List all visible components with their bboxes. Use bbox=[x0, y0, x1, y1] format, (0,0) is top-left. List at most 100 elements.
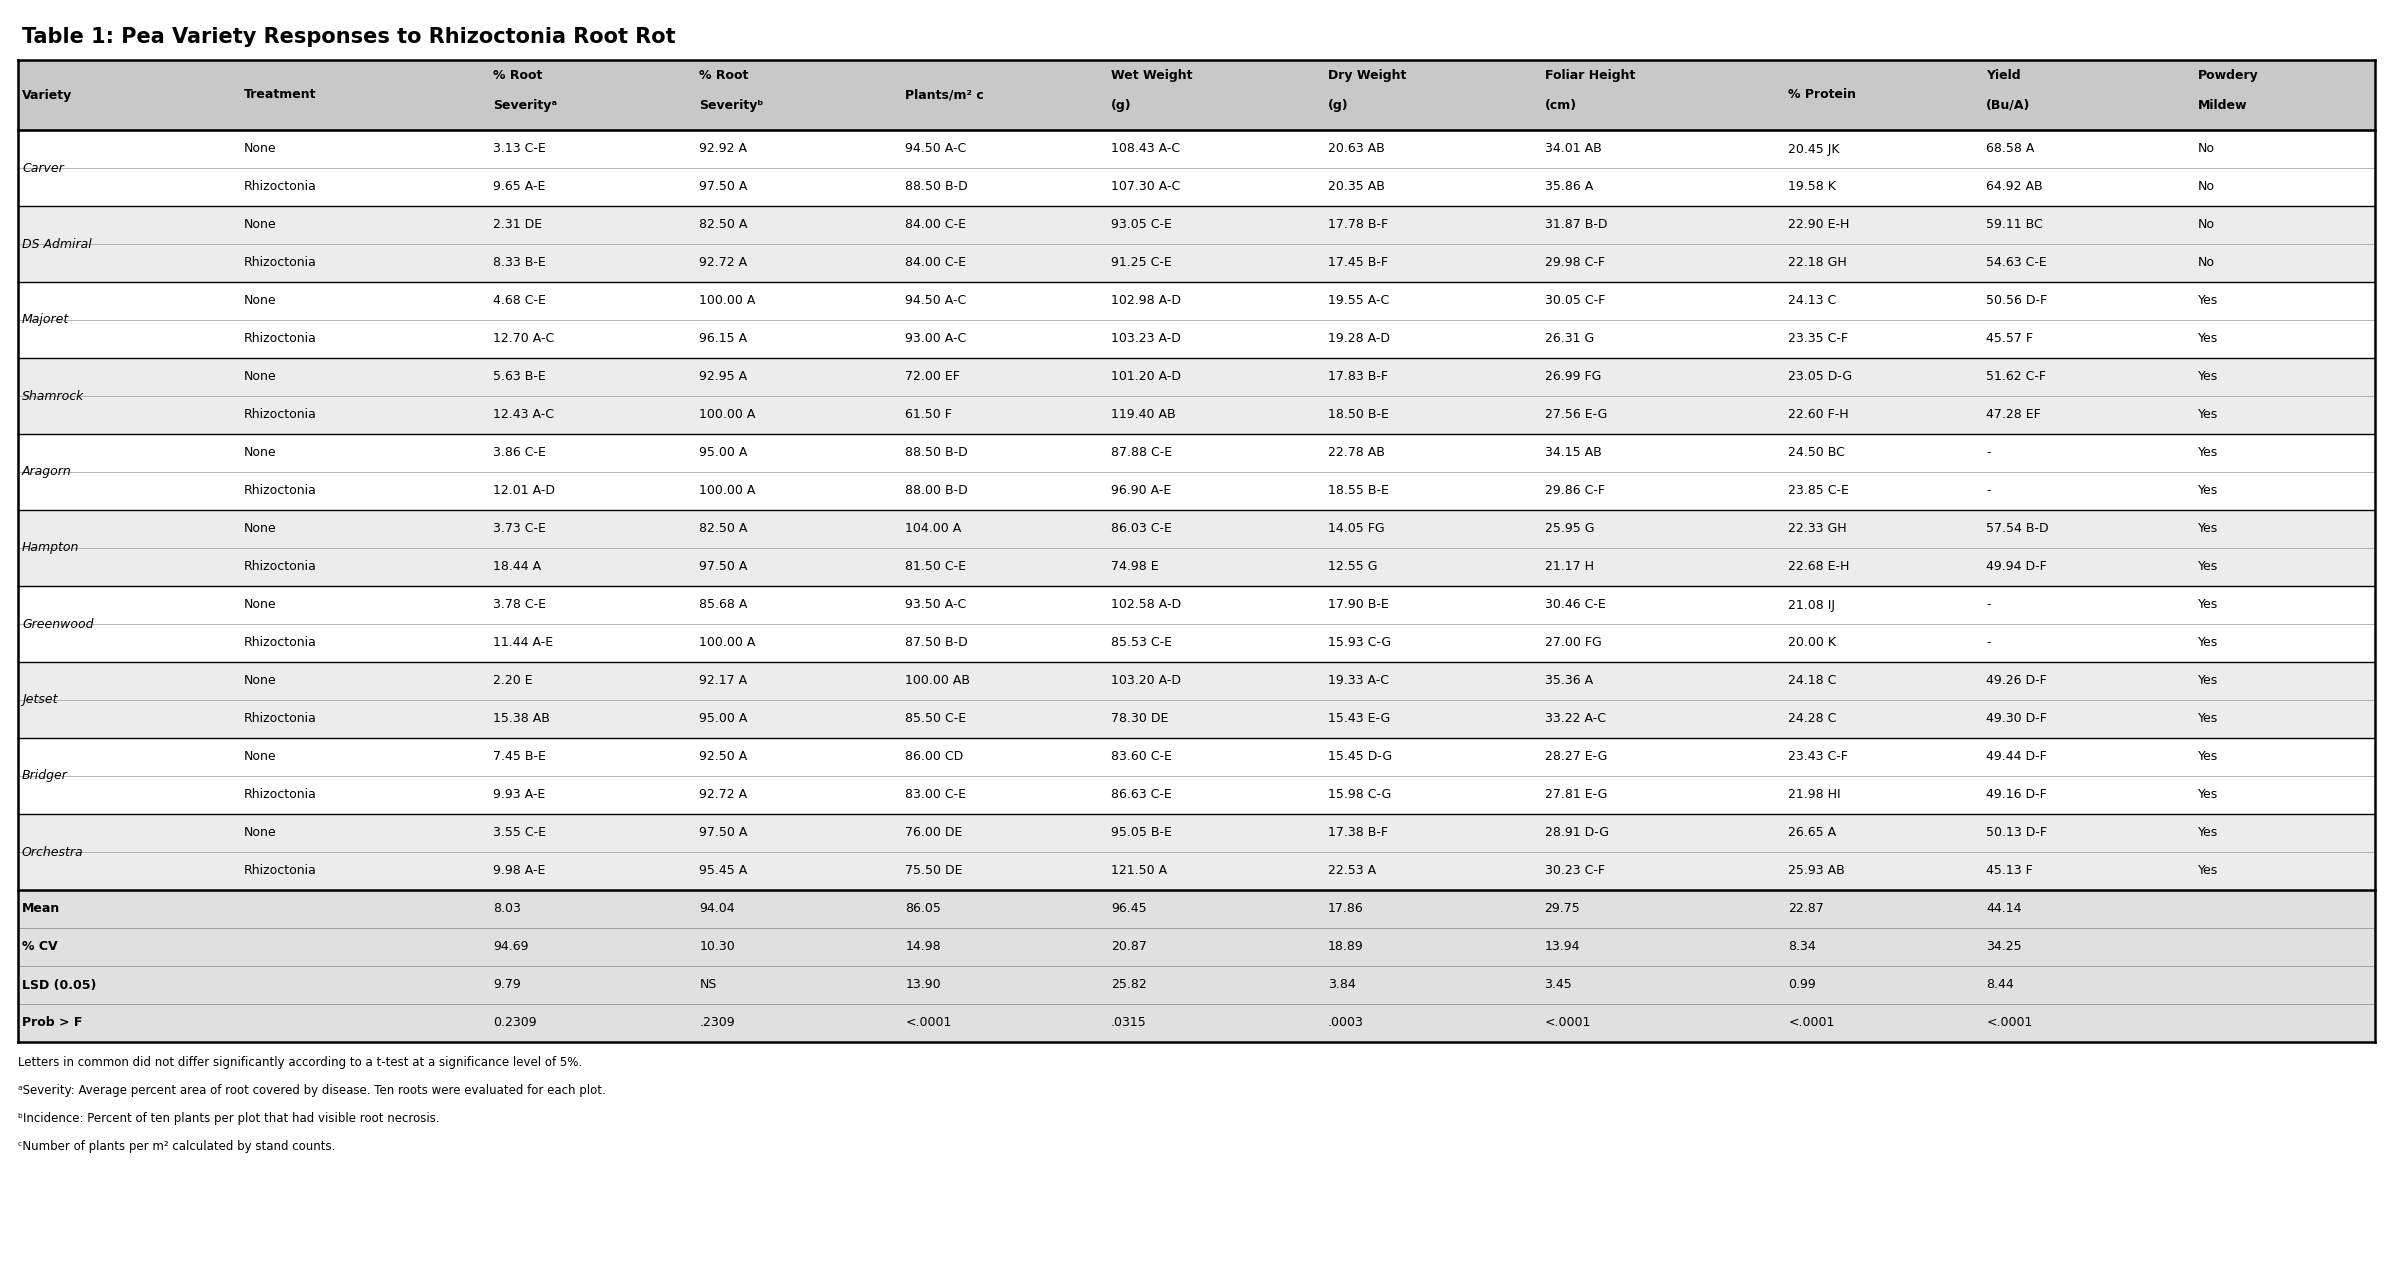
Text: Yes: Yes bbox=[2197, 675, 2219, 687]
Text: 100.00 A: 100.00 A bbox=[698, 484, 756, 497]
Text: 3.73 C-E: 3.73 C-E bbox=[493, 523, 545, 536]
Bar bbox=[19, 966, 2374, 1004]
Text: 4.68 C-E: 4.68 C-E bbox=[493, 294, 545, 307]
Text: Rhizoctonia: Rhizoctonia bbox=[244, 257, 318, 270]
Text: -: - bbox=[1987, 599, 1992, 612]
Text: None: None bbox=[244, 370, 277, 383]
Text: 30.05 C-F: 30.05 C-F bbox=[1545, 294, 1604, 307]
Text: 59.11 BC: 59.11 BC bbox=[1987, 218, 2042, 231]
Text: 83.60 C-E: 83.60 C-E bbox=[1112, 750, 1172, 763]
Text: 12.01 A-D: 12.01 A-D bbox=[493, 484, 555, 497]
Text: 3.13 C-E: 3.13 C-E bbox=[493, 143, 545, 155]
Text: Powdery: Powdery bbox=[2197, 69, 2257, 82]
Text: Yes: Yes bbox=[2197, 789, 2219, 802]
Text: 23.43 C-F: 23.43 C-F bbox=[1788, 750, 1848, 763]
Text: 33.22 A-C: 33.22 A-C bbox=[1545, 712, 1607, 726]
Text: 30.23 C-F: 30.23 C-F bbox=[1545, 865, 1604, 878]
Text: 101.20 A-D: 101.20 A-D bbox=[1112, 370, 1181, 383]
Bar bbox=[19, 472, 2374, 510]
Text: (cm): (cm) bbox=[1545, 99, 1576, 112]
Text: 119.40 AB: 119.40 AB bbox=[1112, 409, 1176, 421]
Bar bbox=[19, 130, 2374, 168]
Text: Rhizoctonia: Rhizoctonia bbox=[244, 865, 318, 878]
Text: Foliar Height: Foliar Height bbox=[1545, 69, 1635, 82]
Text: 3.86 C-E: 3.86 C-E bbox=[493, 446, 545, 460]
Text: 92.92 A: 92.92 A bbox=[698, 143, 748, 155]
Bar bbox=[19, 891, 2374, 928]
Text: 103.23 A-D: 103.23 A-D bbox=[1112, 333, 1181, 346]
Text: 86.00 CD: 86.00 CD bbox=[906, 750, 964, 763]
Text: Rhizoctonia: Rhizoctonia bbox=[244, 712, 318, 726]
Text: Yes: Yes bbox=[2197, 712, 2219, 726]
Text: 24.50 BC: 24.50 BC bbox=[1788, 446, 1846, 460]
Text: <.0001: <.0001 bbox=[1987, 1016, 2032, 1029]
Text: .0003: .0003 bbox=[1327, 1016, 1363, 1029]
Text: Treatment: Treatment bbox=[244, 89, 316, 102]
Bar bbox=[19, 1004, 2374, 1042]
Text: 49.16 D-F: 49.16 D-F bbox=[1987, 789, 2047, 802]
Text: Table 1: Pea Variety Responses to Rhizoctonia Root Rot: Table 1: Pea Variety Responses to Rhizoc… bbox=[22, 27, 677, 46]
Text: 121.50 A: 121.50 A bbox=[1112, 865, 1167, 878]
Text: 107.30 A-C: 107.30 A-C bbox=[1112, 180, 1181, 194]
Bar bbox=[19, 510, 2374, 547]
Text: 3.84: 3.84 bbox=[1327, 978, 1356, 992]
Text: 49.30 D-F: 49.30 D-F bbox=[1987, 712, 2047, 726]
Text: 86.63 C-E: 86.63 C-E bbox=[1112, 789, 1172, 802]
Text: Rhizoctonia: Rhizoctonia bbox=[244, 333, 318, 346]
Text: 85.53 C-E: 85.53 C-E bbox=[1112, 636, 1172, 649]
Text: 87.50 B-D: 87.50 B-D bbox=[906, 636, 968, 649]
Text: 88.50 B-D: 88.50 B-D bbox=[906, 446, 968, 460]
Text: Yes: Yes bbox=[2197, 484, 2219, 497]
Text: 22.33 GH: 22.33 GH bbox=[1788, 523, 1846, 536]
Text: Jetset: Jetset bbox=[22, 694, 57, 707]
Text: 86.05: 86.05 bbox=[906, 902, 942, 915]
Text: 103.20 A-D: 103.20 A-D bbox=[1112, 675, 1181, 687]
Text: 93.05 C-E: 93.05 C-E bbox=[1112, 218, 1172, 231]
Text: 92.72 A: 92.72 A bbox=[698, 257, 748, 270]
Bar bbox=[19, 281, 2374, 320]
Text: 94.04: 94.04 bbox=[698, 902, 734, 915]
Text: 22.78 AB: 22.78 AB bbox=[1327, 446, 1384, 460]
Text: DS Admiral: DS Admiral bbox=[22, 238, 91, 251]
Text: 21.98 HI: 21.98 HI bbox=[1788, 789, 1841, 802]
Text: 25.82: 25.82 bbox=[1112, 978, 1148, 992]
Text: 97.50 A: 97.50 A bbox=[698, 826, 748, 839]
Text: 2.20 E: 2.20 E bbox=[493, 675, 533, 687]
Bar bbox=[19, 928, 2374, 966]
Text: 61.50 F: 61.50 F bbox=[906, 409, 952, 421]
Text: Plants/m² c: Plants/m² c bbox=[906, 89, 985, 102]
Text: Orchestra: Orchestra bbox=[22, 846, 84, 858]
Text: Yes: Yes bbox=[2197, 865, 2219, 878]
Text: 22.53 A: 22.53 A bbox=[1327, 865, 1375, 878]
Text: 34.15 AB: 34.15 AB bbox=[1545, 446, 1602, 460]
Bar bbox=[19, 813, 2374, 852]
Text: 8.33 B-E: 8.33 B-E bbox=[493, 257, 545, 270]
Text: 93.50 A-C: 93.50 A-C bbox=[906, 599, 966, 612]
Text: Yes: Yes bbox=[2197, 599, 2219, 612]
Text: 19.28 A-D: 19.28 A-D bbox=[1327, 333, 1389, 346]
Bar bbox=[19, 547, 2374, 586]
Text: 9.93 A-E: 9.93 A-E bbox=[493, 789, 545, 802]
Text: -: - bbox=[1987, 484, 1992, 497]
Text: 97.50 A: 97.50 A bbox=[698, 180, 748, 194]
Text: 84.00 C-E: 84.00 C-E bbox=[906, 218, 966, 231]
Text: 87.88 C-E: 87.88 C-E bbox=[1112, 446, 1172, 460]
Text: 68.58 A: 68.58 A bbox=[1987, 143, 2035, 155]
Text: 78.30 DE: 78.30 DE bbox=[1112, 712, 1169, 726]
Text: 10.30: 10.30 bbox=[698, 941, 734, 953]
Text: 100.00 A: 100.00 A bbox=[698, 636, 756, 649]
Text: Yes: Yes bbox=[2197, 294, 2219, 307]
Text: 25.93 AB: 25.93 AB bbox=[1788, 865, 1846, 878]
Text: Rhizoctonia: Rhizoctonia bbox=[244, 409, 318, 421]
Text: None: None bbox=[244, 826, 277, 839]
Text: 8.34: 8.34 bbox=[1788, 941, 1817, 953]
Text: % Protein: % Protein bbox=[1788, 89, 1855, 102]
Text: 30.46 C-E: 30.46 C-E bbox=[1545, 599, 1604, 612]
Text: 19.58 K: 19.58 K bbox=[1788, 180, 1836, 194]
Text: 88.50 B-D: 88.50 B-D bbox=[906, 180, 968, 194]
Text: 3.55 C-E: 3.55 C-E bbox=[493, 826, 548, 839]
Text: 95.00 A: 95.00 A bbox=[698, 446, 748, 460]
Bar bbox=[19, 586, 2374, 625]
Text: None: None bbox=[244, 675, 277, 687]
Text: 92.72 A: 92.72 A bbox=[698, 789, 748, 802]
